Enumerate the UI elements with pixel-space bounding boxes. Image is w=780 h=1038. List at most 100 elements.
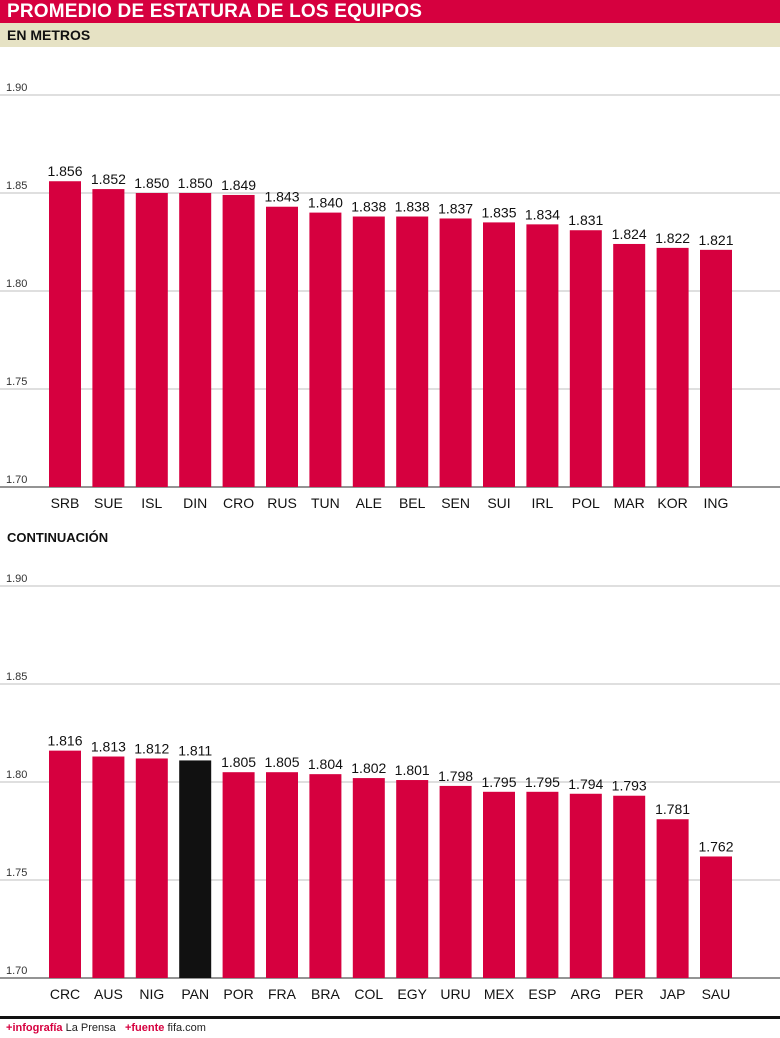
data-label: 1.821: [698, 232, 733, 248]
data-label: 1.838: [351, 199, 386, 215]
x-tick-label: RUS: [267, 495, 297, 511]
x-tick-label: IRL: [532, 495, 554, 511]
data-label: 1.794: [568, 776, 603, 792]
bar-sui: [483, 222, 515, 487]
chart-title: PROMEDIO DE ESTATURA DE LOS EQUIPOS: [0, 0, 780, 23]
footer-rule: [0, 1016, 780, 1019]
x-tick-label: ALE: [356, 495, 382, 511]
bar-rus: [266, 206, 298, 487]
data-label: 1.849: [221, 177, 256, 193]
x-tick-label: POR: [223, 986, 253, 1002]
fuente-value: fifa.com: [167, 1022, 206, 1034]
infografia-value: La Prensa: [65, 1022, 116, 1034]
bar-srb: [49, 181, 81, 488]
x-tick-label: AUS: [94, 986, 123, 1002]
x-tick-label: MAR: [614, 495, 645, 511]
bar-per: [613, 795, 646, 978]
x-tick-label: BRA: [311, 986, 340, 1002]
data-label: 1.816: [47, 733, 82, 749]
data-label: 1.852: [91, 171, 126, 187]
data-label: 1.801: [395, 762, 430, 778]
bar-sau: [700, 856, 732, 978]
data-label: 1.822: [655, 230, 690, 246]
x-tick-label: ESP: [528, 986, 556, 1002]
bar-sen: [439, 218, 472, 488]
x-tick-label: PER: [615, 986, 644, 1002]
x-tick-label: SAU: [702, 986, 731, 1002]
bar-din: [179, 193, 212, 487]
bar-uru: [439, 785, 472, 978]
y-tick-label: 1.90: [6, 573, 27, 585]
y-tick-label: 1.80: [6, 769, 27, 781]
data-label: 1.795: [525, 774, 560, 790]
x-tick-label: URU: [440, 986, 470, 1002]
bar-pan: [179, 760, 212, 978]
data-label: 1.835: [481, 204, 516, 220]
y-tick-label: 1.70: [6, 474, 27, 486]
data-label: 1.804: [308, 756, 343, 772]
bar-fra: [266, 772, 298, 978]
x-tick-label: SRB: [51, 495, 80, 511]
bar-tun: [309, 212, 342, 487]
y-tick-label: 1.85: [6, 180, 27, 192]
bar-aus: [92, 756, 125, 978]
data-label: 1.798: [438, 768, 473, 784]
data-label: 1.795: [481, 774, 516, 790]
x-tick-label: POL: [572, 495, 600, 511]
bar-mar: [613, 243, 646, 487]
data-label: 1.856: [47, 163, 82, 179]
data-label: 1.840: [308, 195, 343, 211]
bar-por: [222, 772, 255, 978]
data-label: 1.837: [438, 200, 473, 216]
y-tick-label: 1.90: [6, 82, 27, 94]
bar-nig: [135, 758, 168, 978]
data-label: 1.831: [568, 212, 603, 228]
data-label: 1.843: [264, 189, 299, 205]
bar-esp: [526, 791, 559, 978]
fuente-label: fuente: [131, 1022, 165, 1034]
x-tick-label: KOR: [657, 495, 687, 511]
data-label: 1.805: [221, 754, 256, 770]
bar-crc: [49, 750, 81, 978]
bar-ale: [352, 216, 385, 487]
x-tick-label: DIN: [183, 495, 207, 511]
data-label: 1.838: [395, 199, 430, 215]
data-label: 1.850: [134, 175, 169, 191]
data-label: 1.762: [698, 838, 733, 854]
y-tick-label: 1.75: [6, 376, 27, 388]
x-tick-label: ARG: [571, 986, 601, 1002]
x-tick-label: COL: [354, 986, 383, 1002]
x-tick-label: TUN: [311, 495, 340, 511]
footer: +infografía La Prensa +fuente fifa.com: [6, 1022, 206, 1034]
data-label: 1.805: [264, 754, 299, 770]
x-tick-label: CRO: [223, 495, 254, 511]
bar-pol: [569, 230, 602, 488]
bar-jap: [656, 819, 689, 978]
x-tick-label: BEL: [399, 495, 426, 511]
x-tick-label: SUE: [94, 495, 123, 511]
y-tick-label: 1.75: [6, 867, 27, 879]
continuation-label: CONTINUACIÓN: [7, 530, 109, 545]
data-label: 1.850: [178, 175, 213, 191]
bar-irl: [526, 224, 559, 488]
data-label: 1.802: [351, 760, 386, 776]
bar-mex: [483, 791, 515, 978]
data-label: 1.793: [612, 778, 647, 794]
data-label: 1.834: [525, 206, 560, 222]
y-tick-label: 1.85: [6, 671, 27, 683]
bar-arg: [569, 793, 602, 978]
data-label: 1.811: [178, 742, 212, 758]
bar-bel: [396, 216, 429, 487]
data-label: 1.824: [612, 226, 647, 242]
bar-ing: [700, 249, 732, 487]
infografia-label: infografía: [12, 1022, 63, 1034]
bar-cro: [222, 194, 255, 487]
x-tick-label: PAN: [181, 986, 209, 1002]
bar-col: [352, 778, 385, 978]
x-tick-label: ISL: [141, 495, 162, 511]
bar-sue: [92, 189, 125, 487]
x-tick-label: FRA: [268, 986, 297, 1002]
data-label: 1.813: [91, 739, 126, 755]
data-label: 1.812: [134, 740, 169, 756]
bar-isl: [135, 193, 168, 487]
